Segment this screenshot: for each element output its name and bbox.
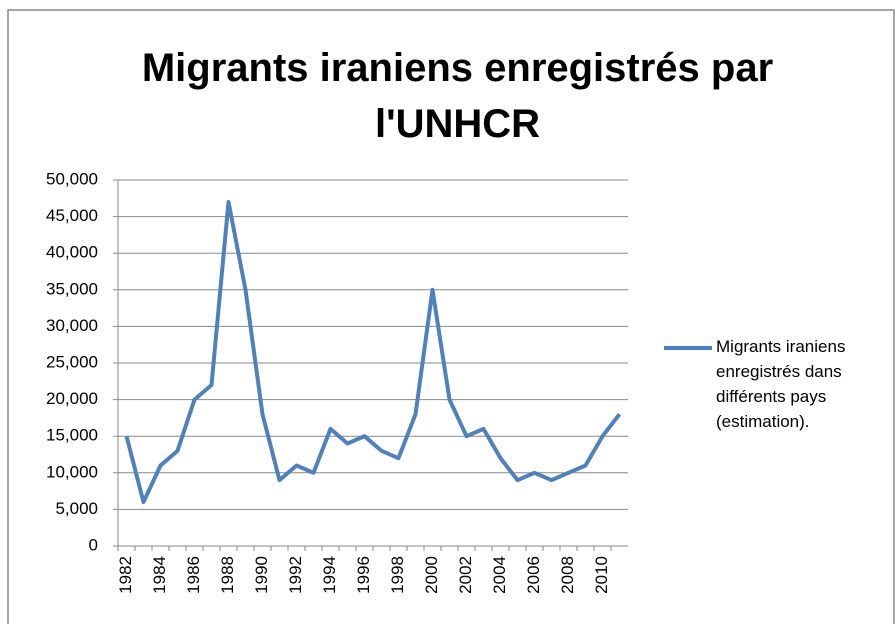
y-tick-label: 45,000 (46, 206, 98, 225)
x-tick-label: 2008 (558, 556, 577, 594)
x-tick-label: 2006 (524, 556, 543, 594)
data-line (124, 199, 622, 505)
x-tick-label: 1998 (388, 556, 407, 594)
x-tick-label: 2002 (456, 556, 475, 594)
x-tick-label: 2010 (592, 556, 611, 594)
x-tick-label: 1982 (116, 556, 135, 594)
chart-title: Migrants iraniens enregistrés par l'UNHC… (141, 46, 774, 146)
legend-label: Migrants iraniens enregistrés dans diffé… (716, 337, 846, 431)
y-tick-label: 15,000 (46, 426, 98, 445)
y-tick-label: 30,000 (46, 316, 98, 335)
x-tick-label: 1988 (218, 556, 237, 594)
x-tick-label: 2004 (490, 556, 509, 594)
y-tick-label: 40,000 (46, 243, 98, 262)
chart-border (7, 9, 895, 624)
y-tick-label: 25,000 (46, 352, 98, 371)
x-tick-label: 1992 (286, 556, 305, 594)
x-tick-label: 1994 (320, 556, 339, 594)
y-tick-label: 10,000 (46, 462, 98, 481)
x-tick-label: 1996 (354, 556, 373, 594)
x-tick-label: 1990 (252, 556, 271, 594)
y-tick-label: 5,000 (55, 499, 98, 518)
x-tick-label: 2000 (422, 556, 441, 594)
y-tick-label: 0 (89, 535, 98, 554)
y-tick-label: 20,000 (46, 389, 98, 408)
y-tick-label: 50,000 (46, 169, 98, 188)
x-tick-label: 1984 (150, 556, 169, 594)
y-tick-label: 35,000 (46, 279, 98, 298)
x-tick-label: 1986 (184, 556, 203, 594)
